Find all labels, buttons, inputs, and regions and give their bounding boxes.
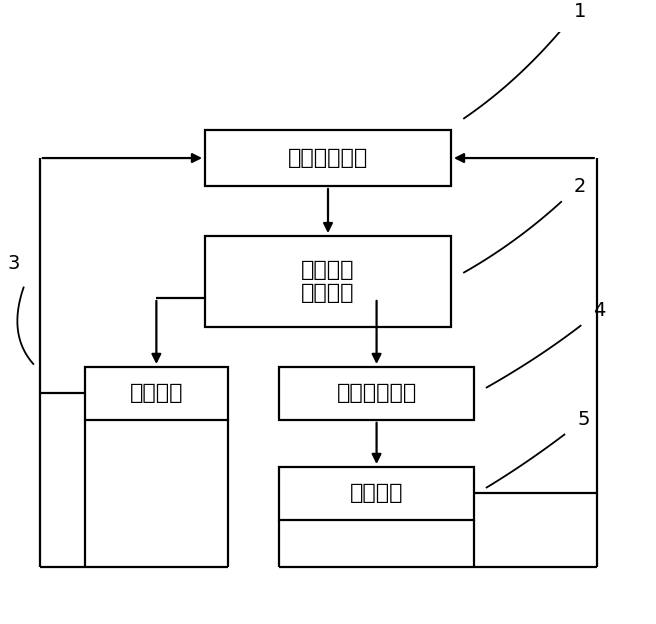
Text: 5: 5	[577, 409, 590, 429]
Bar	[279, 367, 474, 420]
Text: 解锁模块: 解锁模块	[350, 484, 403, 504]
Text: 4: 4	[594, 301, 606, 320]
Text: 1: 1	[574, 2, 586, 21]
Text: 加锁模块: 加锁模块	[130, 383, 183, 403]
Text: 2: 2	[574, 177, 586, 196]
Bar	[205, 130, 451, 186]
Bar	[85, 367, 228, 420]
Bar	[279, 467, 474, 520]
Text: 3: 3	[8, 254, 20, 273]
Bar	[205, 236, 451, 327]
Text: 屏幕显示模块: 屏幕显示模块	[288, 148, 368, 168]
Text: 密码认证模块: 密码认证模块	[337, 383, 417, 403]
Text: 屏幕信号
获取模块: 屏幕信号 获取模块	[301, 260, 355, 303]
